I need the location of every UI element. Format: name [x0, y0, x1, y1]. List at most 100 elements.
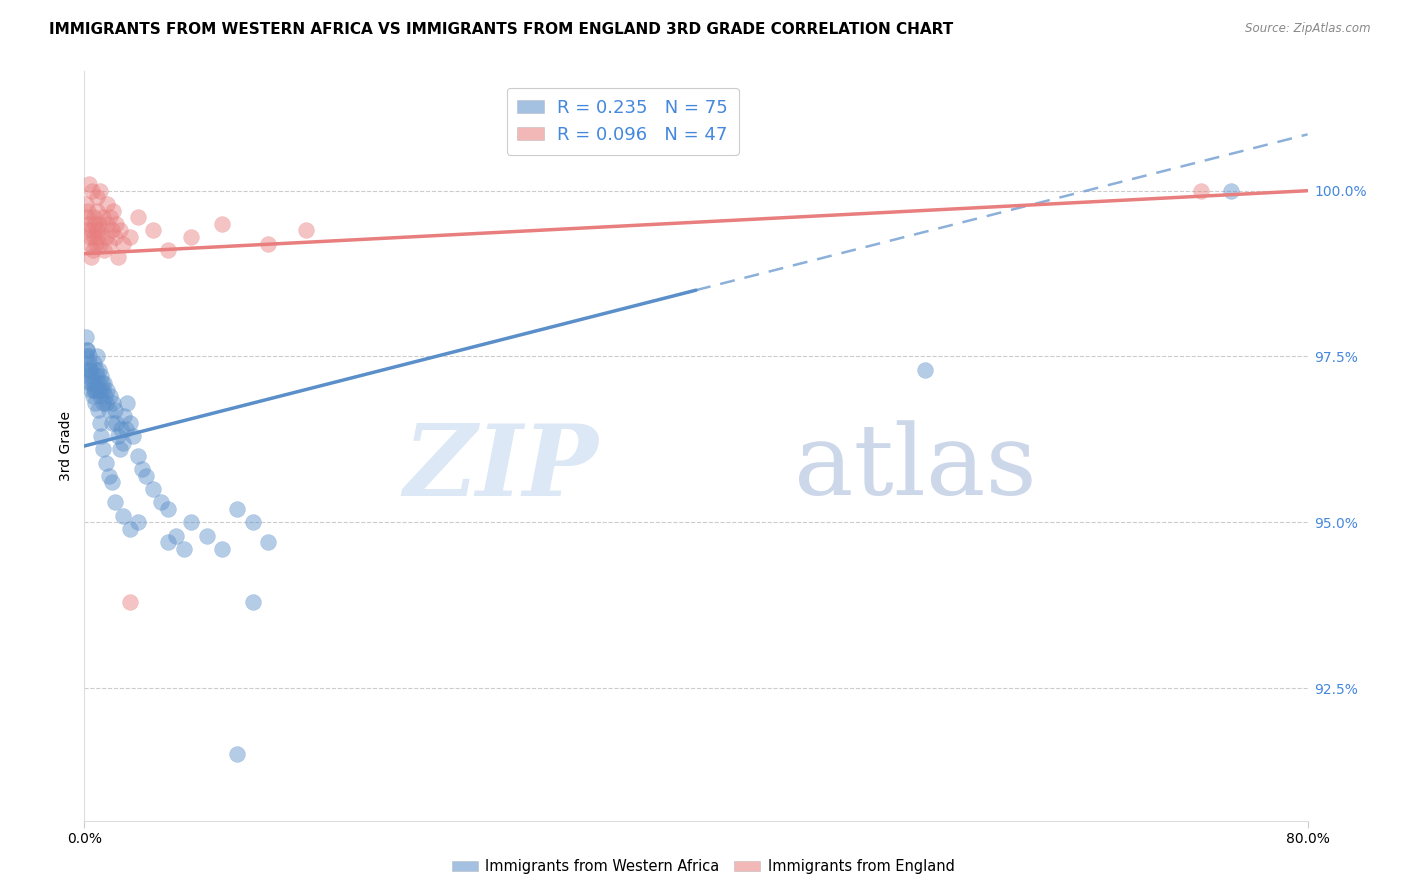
Text: atlas: atlas	[794, 421, 1036, 516]
Point	[75, 197, 97, 211]
Point	[76, 211, 98, 225]
Point	[89, 416, 111, 430]
Point	[120, 230, 142, 244]
Point	[195, 528, 218, 542]
Text: IMMIGRANTS FROM WESTERN AFRICA VS IMMIGRANTS FROM ENGLAND 3RD GRADE CORRELATION : IMMIGRANTS FROM WESTERN AFRICA VS IMMIGR…	[49, 22, 953, 37]
Point	[120, 416, 142, 430]
Point	[149, 495, 172, 509]
Point	[91, 383, 114, 397]
Point	[87, 402, 110, 417]
Point	[90, 223, 112, 237]
Point	[226, 747, 249, 762]
Point	[79, 376, 101, 390]
Point	[103, 203, 125, 218]
Point	[180, 230, 202, 244]
Point	[127, 515, 149, 529]
Point	[86, 223, 108, 237]
Point	[1189, 184, 1212, 198]
Point	[76, 223, 98, 237]
Point	[80, 223, 103, 237]
Point	[173, 541, 195, 556]
Point	[142, 482, 165, 496]
Point	[122, 429, 145, 443]
Point	[89, 389, 111, 403]
Point	[98, 389, 121, 403]
Point	[157, 535, 180, 549]
Point	[226, 502, 249, 516]
Point	[80, 184, 103, 198]
Point	[127, 449, 149, 463]
Point	[82, 244, 104, 258]
Point	[91, 442, 114, 457]
Point	[96, 197, 118, 211]
Point	[98, 211, 121, 225]
Point	[111, 508, 134, 523]
Point	[242, 595, 264, 609]
Point	[84, 217, 107, 231]
Point	[80, 250, 103, 264]
Point	[89, 383, 111, 397]
Point	[87, 376, 110, 390]
Point	[87, 217, 110, 231]
Point	[257, 236, 280, 251]
Point	[79, 363, 101, 377]
Point	[108, 442, 131, 457]
Point	[108, 223, 131, 237]
Point	[80, 383, 103, 397]
Point	[84, 363, 107, 377]
Point	[87, 363, 110, 377]
Point	[111, 435, 134, 450]
Point	[83, 211, 105, 225]
Point	[89, 236, 111, 251]
Point	[114, 422, 136, 436]
Text: ZIP: ZIP	[404, 420, 598, 516]
Point	[97, 236, 120, 251]
Point	[77, 369, 100, 384]
Point	[101, 416, 124, 430]
Point	[93, 396, 115, 410]
Point	[91, 211, 114, 225]
Point	[84, 236, 107, 251]
Point	[135, 468, 157, 483]
Point	[211, 217, 233, 231]
Point	[97, 468, 120, 483]
Point	[110, 422, 132, 436]
Point	[86, 190, 108, 204]
Point	[97, 402, 120, 417]
Point	[90, 369, 112, 384]
Point	[87, 230, 110, 244]
Point	[83, 356, 105, 370]
Point	[104, 230, 127, 244]
Point	[105, 416, 128, 430]
Point	[107, 429, 129, 443]
Point	[89, 184, 111, 198]
Point	[77, 203, 100, 218]
Point	[101, 475, 124, 490]
Point	[86, 203, 108, 218]
Point	[77, 177, 100, 191]
Point	[94, 389, 117, 403]
Point	[77, 350, 100, 364]
Y-axis label: 3rd Grade: 3rd Grade	[59, 411, 73, 481]
Point	[111, 236, 134, 251]
Point	[76, 343, 98, 357]
Text: Source: ZipAtlas.com: Source: ZipAtlas.com	[1246, 22, 1371, 36]
Point	[105, 217, 128, 231]
Point	[104, 495, 127, 509]
Point	[75, 329, 97, 343]
Point	[1220, 184, 1243, 198]
Point	[131, 462, 153, 476]
Point	[127, 211, 149, 225]
Point	[120, 522, 142, 536]
Point	[180, 515, 202, 529]
Point	[82, 389, 104, 403]
Point	[93, 376, 115, 390]
Point	[94, 230, 117, 244]
Point	[84, 383, 107, 397]
Point	[79, 236, 101, 251]
Point	[86, 350, 108, 364]
Point	[103, 396, 125, 410]
Point	[295, 223, 318, 237]
Point	[90, 429, 112, 443]
Point	[96, 217, 118, 231]
